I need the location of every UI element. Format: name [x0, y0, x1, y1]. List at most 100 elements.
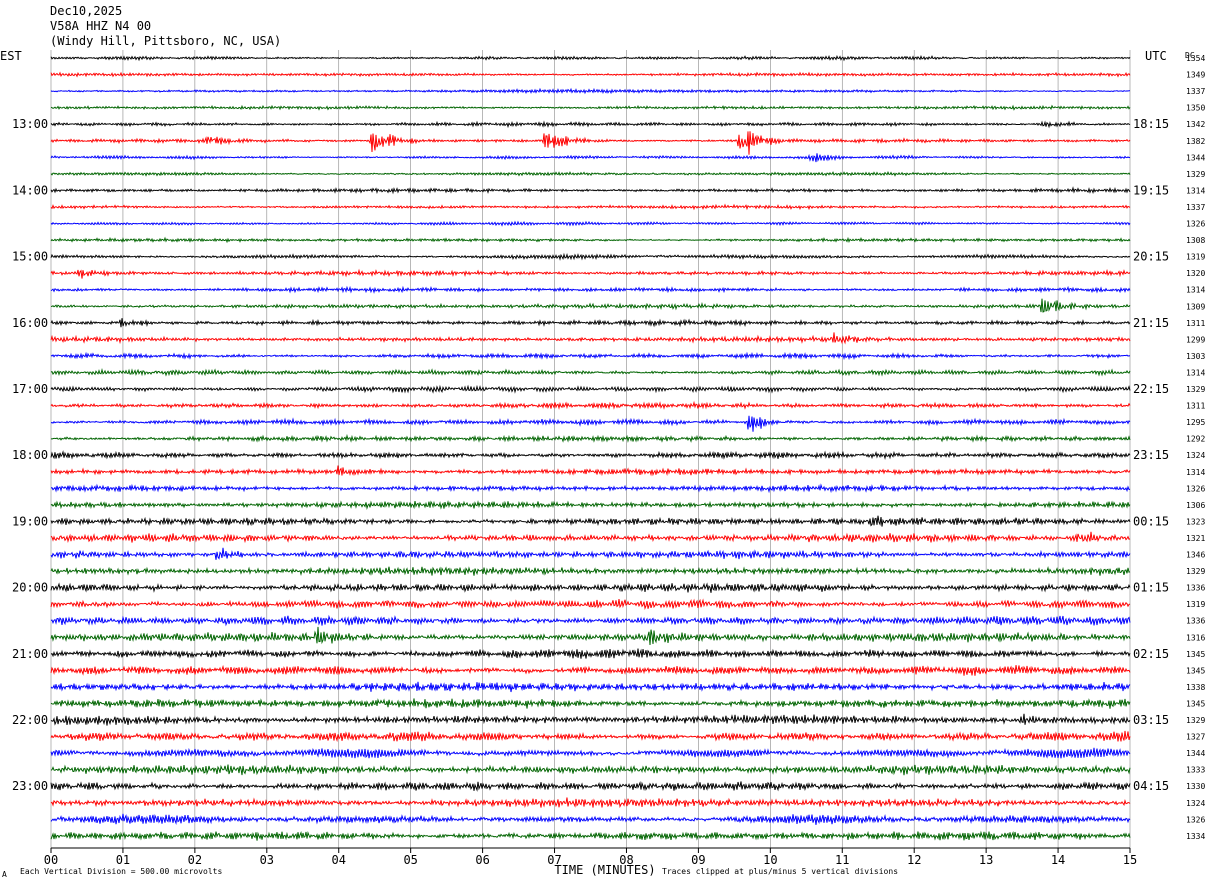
dc-offset-label: 1349	[1186, 71, 1205, 80]
seismic-trace	[50, 171, 1131, 177]
seismic-trace	[50, 104, 1131, 111]
dc-offset-label: 1327	[1186, 733, 1205, 742]
utc-hour-label: 22:15	[1133, 382, 1169, 396]
seismic-trace	[50, 153, 1131, 163]
seismic-trace	[50, 298, 1131, 313]
dc-offset-label: 1319	[1186, 600, 1205, 609]
seismic-trace	[50, 252, 1131, 261]
x-tick-label: 15	[1123, 853, 1137, 867]
dc-offset-label: 1314	[1186, 286, 1205, 295]
x-tick-label: 11	[835, 853, 849, 867]
seismic-trace	[50, 598, 1131, 610]
dc-offset-label: 1345	[1186, 650, 1205, 659]
seismic-trace	[50, 203, 1131, 211]
dc-offset-label: 1326	[1186, 815, 1205, 824]
seismic-trace	[50, 220, 1131, 227]
dc-offset-label: 1311	[1186, 319, 1205, 328]
dc-offset-label: 1309	[1186, 302, 1205, 311]
seismic-trace	[50, 626, 1131, 646]
seismic-trace	[50, 384, 1131, 394]
dc-offset-label: 1354	[1186, 54, 1205, 63]
dc-offset-label: 1334	[1186, 832, 1205, 841]
seismic-trace	[50, 500, 1131, 510]
x-tick-label: 09	[691, 853, 705, 867]
x-tick-label: 00	[44, 853, 58, 867]
x-axis-title: TIME (MINUTES)	[554, 863, 655, 877]
seismic-trace	[50, 120, 1131, 129]
seismic-trace	[50, 747, 1131, 759]
seismic-trace	[50, 332, 1131, 345]
seismic-trace	[50, 318, 1131, 328]
est-hour-label: 19:00	[12, 514, 48, 528]
dc-offset-label: 1314	[1186, 186, 1205, 195]
seismic-trace	[50, 483, 1131, 494]
seismic-trace	[50, 797, 1131, 809]
est-hour-label: 13:00	[12, 117, 48, 131]
est-hour-label: 20:00	[12, 581, 48, 595]
dc-offset-label: 1314	[1186, 468, 1205, 477]
dc-label: DC	[1185, 51, 1195, 60]
seismic-trace	[50, 450, 1131, 460]
dc-offset-label: 1323	[1186, 517, 1205, 526]
x-tick-label: 14	[1051, 853, 1065, 867]
dc-offset-label: 1344	[1186, 153, 1205, 162]
dc-offset-label: 1316	[1186, 633, 1205, 642]
dc-offset-label: 1330	[1186, 782, 1205, 791]
seismic-trace	[50, 400, 1131, 410]
dc-offset-label: 1329	[1186, 567, 1205, 576]
est-hour-label: 18:00	[12, 448, 48, 462]
dc-offset-label: 1324	[1186, 451, 1205, 460]
dc-offset-label: 1311	[1186, 402, 1205, 411]
seismic-trace	[50, 87, 1130, 95]
est-hour-labels: 13:00 14:00 15:00 16:00 17:00 18:00 19:00 20:00…	[12, 117, 48, 793]
seismic-trace	[50, 54, 1131, 62]
dc-offset-label: 1303	[1186, 352, 1205, 361]
x-tick-label: 06	[475, 853, 489, 867]
dc-offset-label: 1314	[1186, 368, 1205, 377]
seismic-trace	[50, 415, 1131, 432]
dc-offset-label: 1299	[1186, 335, 1205, 344]
seismic-trace	[50, 681, 1131, 693]
x-tick-label: 03	[260, 853, 274, 867]
header-station: V58A HHZ N4 00	[50, 19, 151, 33]
seismic-trace	[50, 614, 1131, 627]
seismic-trace	[50, 781, 1131, 792]
x-axis: 00 01 02 03 04 05 06 07 08 09 10 11 12 13 14 15	[44, 847, 1137, 867]
utc-hour-label: 04:15	[1133, 779, 1169, 793]
seismic-trace	[50, 582, 1131, 593]
dc-offset-label: 1342	[1186, 120, 1205, 129]
dc-offset-label: 1346	[1186, 551, 1205, 560]
utc-hour-label: 03:15	[1133, 713, 1169, 727]
seismic-trace	[50, 433, 1131, 443]
seismic-trace	[50, 713, 1131, 726]
est-hour-label: 16:00	[12, 316, 48, 330]
utc-hour-label: 19:15	[1133, 183, 1169, 197]
footer-clip: Traces clipped at plus/minus 5 vertical …	[662, 867, 898, 876]
dc-offset-label: 1321	[1186, 534, 1205, 543]
seismic-trace	[50, 830, 1131, 841]
seismic-trace	[50, 236, 1131, 244]
x-tick-label: 10	[763, 853, 777, 867]
seismic-trace	[50, 131, 1131, 155]
seismic-trace	[50, 367, 1131, 377]
utc-hour-label: 21:15	[1133, 316, 1169, 330]
seismic-trace	[50, 465, 1131, 477]
dc-offset-label: 1336	[1186, 617, 1205, 626]
dc-offset-label: 1337	[1186, 87, 1205, 96]
utc-hour-label: 01:15	[1133, 581, 1169, 595]
dc-offset-label: 1344	[1186, 749, 1205, 758]
header-date: Dec10,2025	[50, 4, 122, 18]
dc-offset-label: 1337	[1186, 203, 1205, 212]
x-tick-label: 07	[547, 853, 561, 867]
dc-offset-label: 1350	[1186, 104, 1205, 113]
header-location: (Windy Hill, Pittsboro, NC, USA)	[50, 34, 281, 48]
est-hour-label: 15:00	[12, 250, 48, 264]
x-tick-label: 08	[619, 853, 633, 867]
est-axis-label: EST	[0, 49, 22, 63]
seismic-trace	[50, 730, 1131, 743]
x-tick-label: 12	[907, 853, 921, 867]
dc-offset-label: 1329	[1186, 170, 1205, 179]
dc-offset-label: 1295	[1186, 418, 1205, 427]
seismic-trace	[50, 547, 1131, 560]
utc-hour-label: 20:15	[1133, 250, 1169, 264]
